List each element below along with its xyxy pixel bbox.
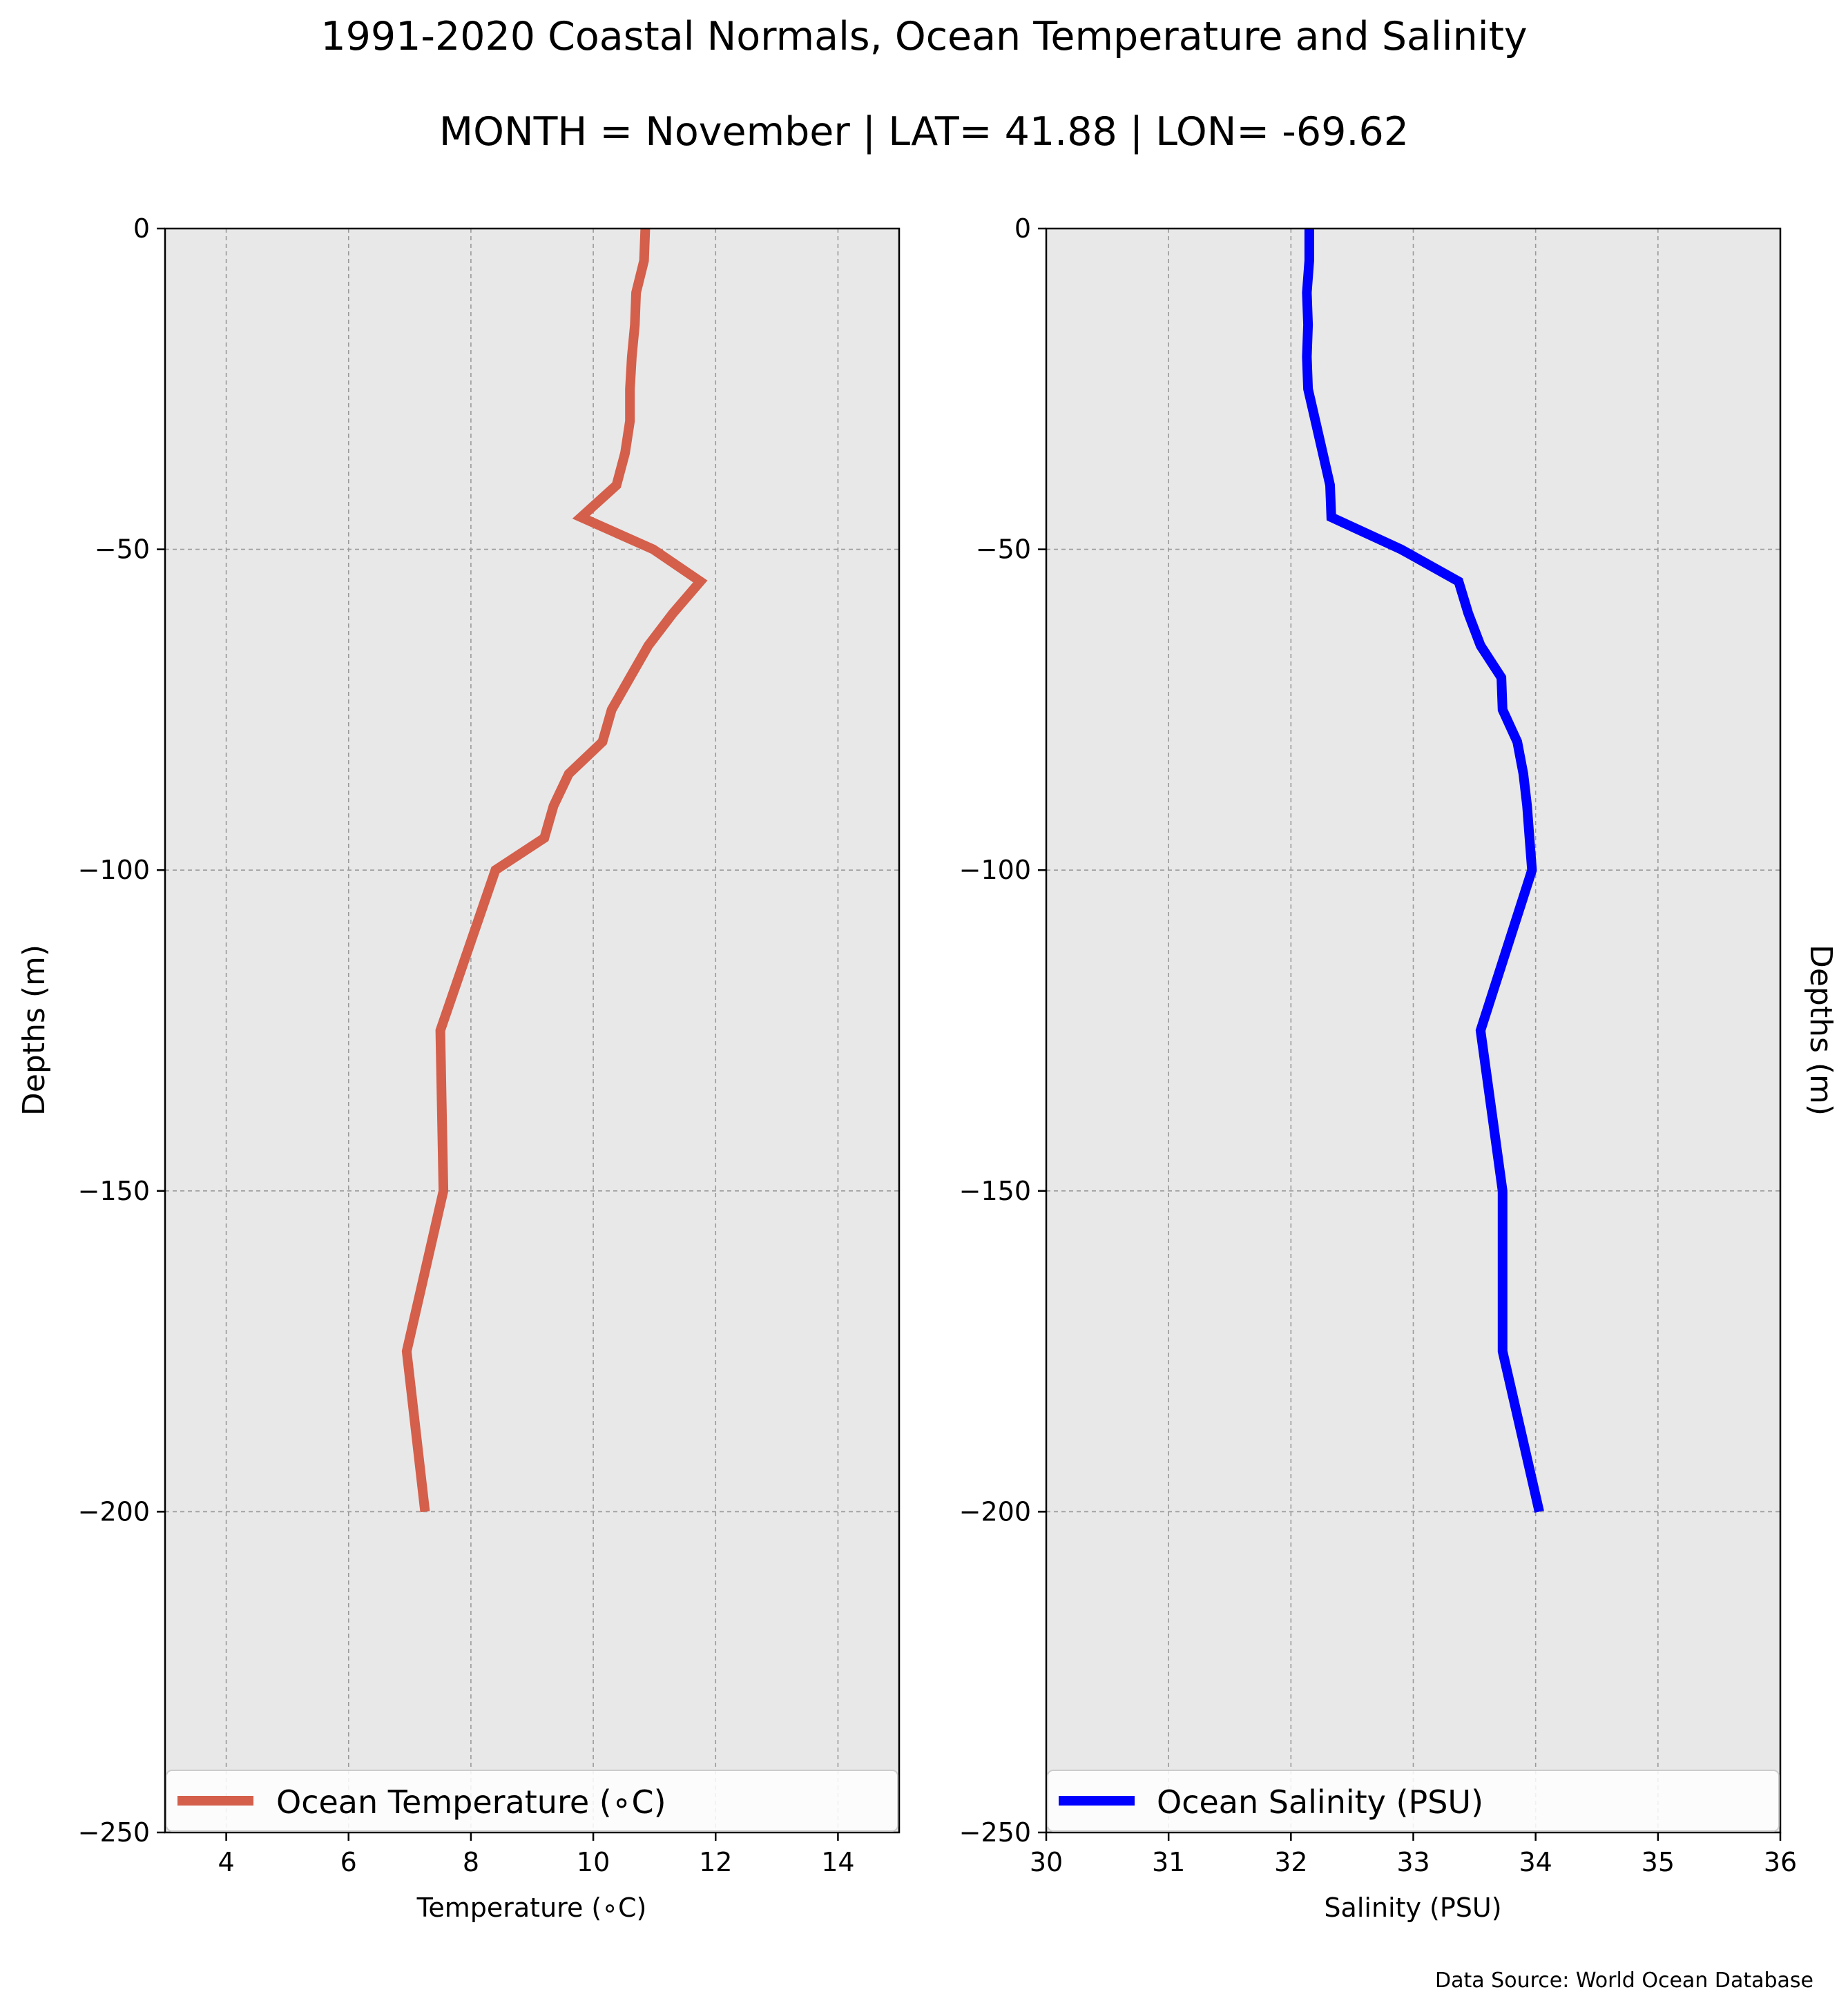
temperature-x-tick-label: 14 xyxy=(821,1847,854,1877)
salinity-panel: 30 31 32 33 34 35 36 0 −50 −100 −150 −200 −250 Ocean… xyxy=(959,213,1838,1923)
temperature-profile-line xyxy=(401,228,708,1513)
salinity-y-tick-label: −150 xyxy=(959,1176,1031,1206)
temperature-x-tick-label: 4 xyxy=(218,1847,234,1877)
salinity-x-tick-label: 32 xyxy=(1274,1847,1307,1877)
temperature-y-axis-label: Depths (m) xyxy=(17,945,52,1116)
temperature-y-tick-label: −200 xyxy=(78,1496,150,1527)
temperature-plot-frame xyxy=(164,227,901,1834)
temperature-x-tick-label: 6 xyxy=(340,1847,357,1877)
temperature-x-tick-label: 12 xyxy=(699,1847,732,1877)
temperature-y-tick-label: 0 xyxy=(133,213,150,244)
salinity-legend-label: Ocean Salinity (PSU) xyxy=(1157,1783,1483,1821)
temperature-y-tick-label: −100 xyxy=(78,855,150,885)
salinity-legend-box xyxy=(1047,1770,1780,1832)
temperature-panel: 4 6 8 10 12 14 0 −50 −100 −150 −200 −250 Ocean Temp… xyxy=(17,213,901,1923)
salinity-x-tick-label: 34 xyxy=(1519,1847,1552,1877)
salinity-y-tick-label: −100 xyxy=(959,855,1031,885)
salinity-x-tick-label: 31 xyxy=(1152,1847,1185,1877)
salinity-legend: Ocean Salinity (PSU) xyxy=(1047,1770,1780,1832)
salinity-y-axis-label: Depths (m) xyxy=(1803,945,1838,1116)
salinity-y-tick-label: −50 xyxy=(976,534,1031,565)
salinity-y-tick-label: 0 xyxy=(1014,213,1031,244)
salinity-x-tick-label: 35 xyxy=(1642,1847,1675,1877)
temperature-plot-area xyxy=(165,229,899,1832)
salinity-profile-line xyxy=(1302,229,1544,1513)
salinity-plot-frame xyxy=(1045,227,1782,1834)
temperature-y-tick-label: −50 xyxy=(95,534,150,565)
temperature-x-tick-label: 10 xyxy=(577,1847,610,1877)
temperature-y-tick-label: −250 xyxy=(78,1817,150,1848)
salinity-x-tick-label: 33 xyxy=(1396,1847,1430,1877)
temperature-y-tick-label: −150 xyxy=(78,1176,150,1206)
temperature-legend: Ocean Temperature (∘C) xyxy=(166,1770,898,1832)
salinity-y-tick-label: −200 xyxy=(959,1496,1031,1527)
chart-subtitle: MONTH = November | LAT= 41.88 | LON= -69… xyxy=(439,109,1409,155)
chart-title: 1991-2020 Coastal Normals, Ocean Tempera… xyxy=(320,14,1527,59)
salinity-x-tick-label: 30 xyxy=(1030,1847,1063,1877)
salinity-x-axis-label: Salinity (PSU) xyxy=(1324,1893,1501,1923)
data-source-note: Data Source: World Ocean Database xyxy=(1435,1968,1813,1993)
temperature-x-axis-label: Temperature (∘C) xyxy=(416,1893,647,1923)
salinity-y-tick-label: −250 xyxy=(959,1817,1031,1848)
temperature-legend-label: Ocean Temperature (∘C) xyxy=(276,1783,666,1821)
temperature-x-tick-label: 8 xyxy=(463,1847,479,1877)
temperature-legend-box xyxy=(166,1770,898,1832)
salinity-x-tick-label: 36 xyxy=(1764,1847,1797,1877)
